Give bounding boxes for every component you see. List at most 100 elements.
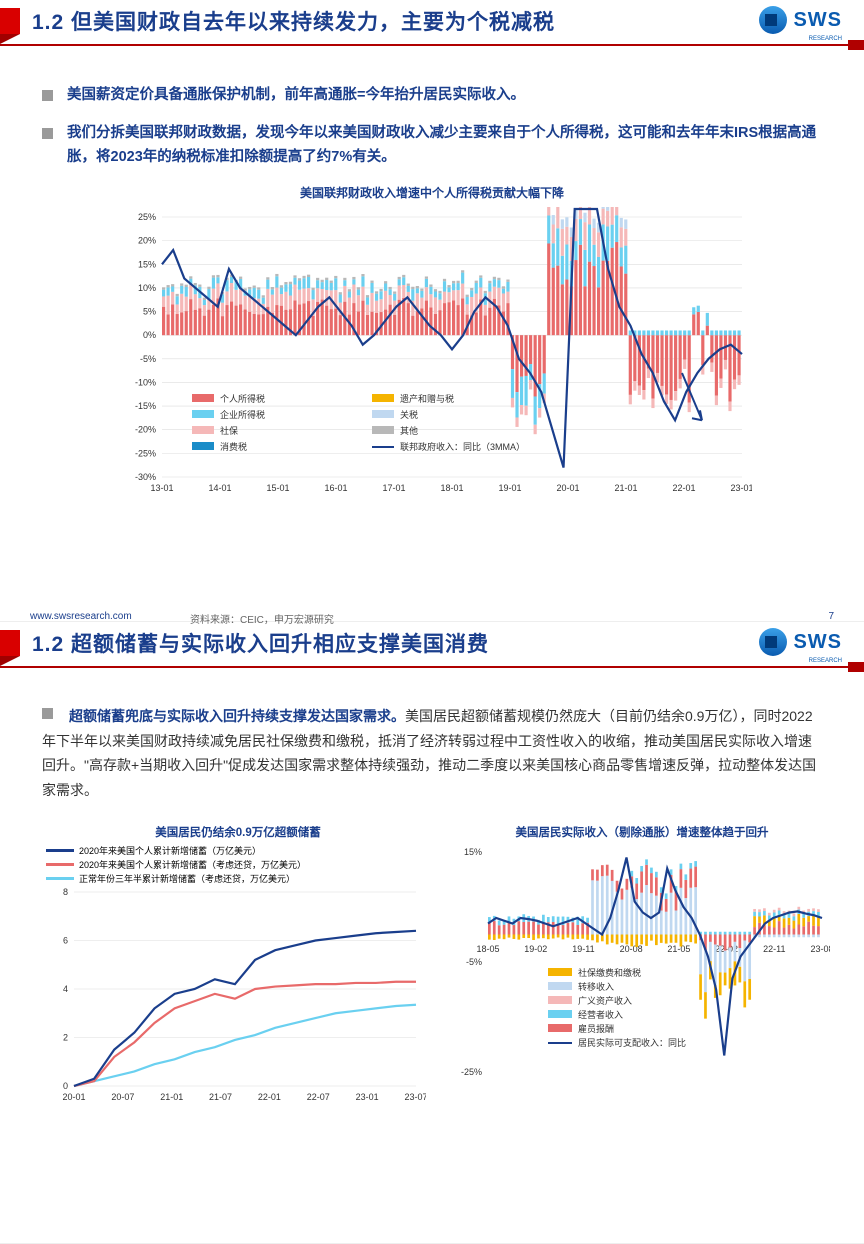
svg-text:22-01: 22-01 bbox=[672, 483, 695, 493]
svg-text:13-01: 13-01 bbox=[150, 483, 173, 493]
slide-header: 1.2 超额储蓄与实际收入回升相应支撑美国消费 SWS RESEARCH bbox=[0, 622, 864, 686]
svg-text:16-01: 16-01 bbox=[324, 483, 347, 493]
bullet-list: 美国薪资定价具备通胀保护机制，前年高通胀=今年抬升居民实际收入。 我们分拆美国联… bbox=[0, 64, 864, 170]
svg-text:企业所得税: 企业所得税 bbox=[220, 409, 265, 420]
header-rule bbox=[0, 666, 864, 668]
body-lead: 超额储蓄兜底与实际收入回升持续支撑发达国家需求。 bbox=[69, 708, 405, 724]
svg-text:居民实际可支配收入：同比: 居民实际可支配收入：同比 bbox=[578, 1037, 686, 1048]
svg-text:遗产和赠与税: 遗产和赠与税 bbox=[400, 393, 454, 404]
bullet-marker bbox=[42, 90, 53, 101]
bullet-text: 美国薪资定价具备通胀保护机制，前年高通胀=今年抬升居民实际收入。 bbox=[67, 84, 525, 108]
body-paragraph: 超额储蓄兜底与实际收入回升持续支撑发达国家需求。美国居民超额储蓄规模仍然庞大（目… bbox=[0, 686, 864, 802]
logo: SWS RESEARCH bbox=[759, 6, 842, 34]
bullet-item: 美国薪资定价具备通胀保护机制，前年高通胀=今年抬升居民实际收入。 bbox=[42, 84, 822, 108]
svg-text:个人所得税: 个人所得税 bbox=[220, 393, 265, 404]
svg-text:19-02: 19-02 bbox=[524, 944, 547, 954]
svg-text:17-01: 17-01 bbox=[382, 483, 405, 493]
svg-text:22-11: 22-11 bbox=[763, 944, 785, 954]
svg-text:10%: 10% bbox=[138, 283, 156, 293]
svg-text:经营者收入: 经营者收入 bbox=[578, 1009, 623, 1020]
svg-text:社保缴费和缴税: 社保缴费和缴税 bbox=[578, 967, 641, 978]
svg-text:18-05: 18-05 bbox=[476, 944, 499, 954]
svg-text:联邦政府收入：同比（3MMA）: 联邦政府收入：同比（3MMA） bbox=[400, 441, 525, 452]
svg-text:22-01: 22-01 bbox=[258, 1092, 281, 1102]
footer-page: 7 bbox=[828, 611, 834, 622]
svg-text:5%: 5% bbox=[143, 306, 156, 316]
svg-text:-20%: -20% bbox=[135, 424, 156, 434]
svg-text:4: 4 bbox=[63, 984, 68, 994]
svg-text:22-07: 22-07 bbox=[307, 1092, 330, 1102]
svg-text:雇员报酬: 雇员报酬 bbox=[578, 1023, 614, 1034]
svg-text:-30%: -30% bbox=[135, 472, 156, 482]
slide-title: 1.2 但美国财政自去年以来持续发力，主要为个税减税 bbox=[32, 6, 555, 36]
svg-text:-5%: -5% bbox=[466, 957, 482, 967]
footer-url: www.swsresearch.com bbox=[30, 611, 132, 622]
bullet-marker bbox=[42, 128, 53, 139]
bullet-item: 我们分拆美国联邦财政数据，发现今年以来美国财政收入减少主要来自于个人所得税，这可… bbox=[42, 122, 822, 170]
svg-text:-25%: -25% bbox=[135, 448, 156, 458]
chart-title: 美国居民实际收入（剔除通胀）增速整体趋于回升 bbox=[450, 824, 834, 840]
slide-title: 1.2 超额储蓄与实际收入回升相应支撑美国消费 bbox=[32, 628, 489, 658]
chart-federal-revenue: 美国联邦财政收入增速中个人所得税贡献大幅下降 -30%-25%-20%-15%-… bbox=[112, 184, 752, 507]
slide-header: 1.2 但美国财政自去年以来持续发力，主要为个税减税 SWS RESEARCH bbox=[0, 0, 864, 64]
svg-text:14-01: 14-01 bbox=[208, 483, 231, 493]
svg-text:-15%: -15% bbox=[135, 401, 156, 411]
svg-text:0%: 0% bbox=[143, 330, 156, 340]
svg-text:21-07: 21-07 bbox=[209, 1092, 232, 1102]
svg-text:关税: 关税 bbox=[400, 409, 418, 420]
header-rule bbox=[0, 44, 864, 46]
svg-text:21-01: 21-01 bbox=[160, 1092, 183, 1102]
logo-text: SWS bbox=[793, 9, 842, 32]
header-ribbon bbox=[0, 630, 20, 656]
svg-text:转移收入: 转移收入 bbox=[578, 981, 614, 992]
chart-svg: -25%-5%15%18-0519-0219-1120-0821-0522-02… bbox=[450, 844, 830, 1094]
svg-text:25%: 25% bbox=[138, 212, 156, 222]
svg-text:0: 0 bbox=[63, 1081, 68, 1091]
header-rule-cap bbox=[848, 662, 864, 672]
svg-text:19-01: 19-01 bbox=[498, 483, 521, 493]
chart-legend: 2020年来美国个人累计新增储蓄（万亿美元）2020年来美国个人累计新增储蓄（考… bbox=[46, 844, 430, 885]
svg-text:-5%: -5% bbox=[140, 354, 156, 364]
svg-text:广义资产收入: 广义资产收入 bbox=[578, 995, 632, 1006]
slide-2: 1.2 超额储蓄与实际收入回升相应支撑美国消费 SWS RESEARCH 超额储… bbox=[0, 622, 864, 1244]
logo-text: SWS bbox=[793, 631, 842, 654]
svg-text:20%: 20% bbox=[138, 235, 156, 245]
svg-text:15%: 15% bbox=[464, 847, 482, 857]
header-rule-cap bbox=[848, 40, 864, 50]
chart-svg: -30% -25% -20% -15% -10% -5% 0% 5% 10% 15% 20% 25% 1… bbox=[112, 207, 752, 507]
chart-real-income: 美国居民实际收入（剔除通胀）增速整体趋于回升 -25% -5% 15% 18-05 19… bbox=[450, 824, 834, 1106]
svg-text:21-01: 21-01 bbox=[614, 483, 637, 493]
svg-text:21-05: 21-05 bbox=[667, 944, 690, 954]
bullet-marker bbox=[42, 708, 53, 719]
svg-text:18-01: 18-01 bbox=[440, 483, 463, 493]
svg-text:消费税: 消费税 bbox=[220, 441, 247, 452]
svg-text:-10%: -10% bbox=[135, 377, 156, 387]
bullet-text: 我们分拆美国联邦财政数据，发现今年以来美国财政收入减少主要来自于个人所得税，这可… bbox=[67, 122, 822, 170]
svg-text:2: 2 bbox=[63, 1033, 68, 1043]
chart-excess-savings: 美国居民仍结余0.9万亿超额储蓄 2020年来美国个人累计新增储蓄（万亿美元）2… bbox=[46, 824, 430, 1106]
svg-text:23-01: 23-01 bbox=[730, 483, 752, 493]
logo-subtext: RESEARCH bbox=[809, 36, 842, 42]
svg-text:15%: 15% bbox=[138, 259, 156, 269]
svg-text:19-11: 19-11 bbox=[572, 944, 594, 954]
svg-text:8: 8 bbox=[63, 887, 68, 897]
slide-1: 1.2 但美国财政自去年以来持续发力，主要为个税减税 SWS RESEARCH … bbox=[0, 0, 864, 622]
svg-text:-25%: -25% bbox=[461, 1067, 482, 1077]
svg-text:社保: 社保 bbox=[220, 425, 238, 436]
header-ribbon bbox=[0, 8, 20, 34]
svg-text:15-01: 15-01 bbox=[266, 483, 289, 493]
chart-svg: 0 2 4 6 8 20-01 20-07 21-01 21-07 22-01 22-07 23-01… bbox=[46, 886, 426, 1106]
svg-text:23-08: 23-08 bbox=[810, 944, 830, 954]
svg-text:20-01: 20-01 bbox=[62, 1092, 85, 1102]
logo-icon bbox=[759, 628, 787, 656]
logo-subtext: RESEARCH bbox=[809, 658, 842, 664]
svg-text:其他: 其他 bbox=[400, 425, 418, 436]
logo: SWS RESEARCH bbox=[759, 628, 842, 656]
svg-text:23-07: 23-07 bbox=[404, 1092, 426, 1102]
chart-title: 美国联邦财政收入增速中个人所得税贡献大幅下降 bbox=[112, 184, 752, 201]
logo-icon bbox=[759, 6, 787, 34]
chart-title: 美国居民仍结余0.9万亿超额储蓄 bbox=[46, 824, 430, 840]
svg-text:6: 6 bbox=[63, 936, 68, 946]
svg-text:23-01: 23-01 bbox=[356, 1092, 379, 1102]
svg-text:20-07: 20-07 bbox=[111, 1092, 134, 1102]
